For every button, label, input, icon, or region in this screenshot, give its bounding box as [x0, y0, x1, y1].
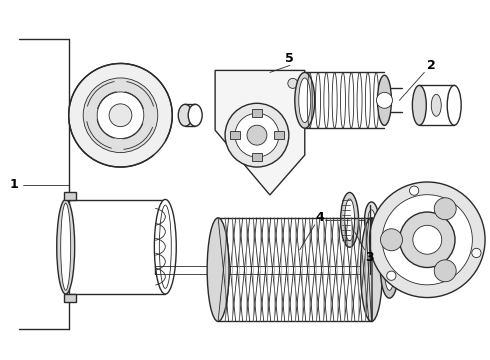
- Circle shape: [381, 229, 402, 251]
- Circle shape: [376, 92, 392, 108]
- Ellipse shape: [368, 210, 375, 230]
- Text: 4: 4: [316, 211, 324, 224]
- Circle shape: [109, 104, 132, 127]
- Ellipse shape: [377, 75, 392, 125]
- Circle shape: [235, 113, 279, 157]
- Circle shape: [288, 78, 298, 88]
- Ellipse shape: [341, 193, 359, 247]
- Bar: [274, 131, 284, 139]
- Bar: [252, 109, 262, 117]
- Ellipse shape: [178, 104, 192, 126]
- Text: 3: 3: [365, 251, 374, 264]
- Bar: [64, 192, 75, 200]
- Ellipse shape: [159, 205, 171, 288]
- Circle shape: [97, 92, 144, 139]
- Ellipse shape: [431, 94, 441, 116]
- Circle shape: [434, 198, 456, 220]
- Ellipse shape: [299, 78, 311, 123]
- Circle shape: [69, 63, 172, 167]
- Circle shape: [410, 186, 419, 195]
- Bar: [252, 153, 262, 161]
- Circle shape: [247, 125, 267, 145]
- Bar: [64, 293, 75, 302]
- Circle shape: [83, 78, 158, 153]
- Ellipse shape: [57, 199, 74, 294]
- Ellipse shape: [413, 85, 426, 125]
- Text: 1: 1: [9, 179, 18, 192]
- Ellipse shape: [361, 218, 383, 321]
- Circle shape: [225, 103, 289, 167]
- Circle shape: [387, 271, 396, 280]
- Ellipse shape: [385, 213, 390, 227]
- Circle shape: [413, 225, 442, 254]
- Ellipse shape: [207, 218, 229, 321]
- Ellipse shape: [154, 199, 176, 294]
- Circle shape: [369, 182, 485, 298]
- Bar: [230, 131, 240, 139]
- Circle shape: [382, 195, 472, 285]
- Polygon shape: [215, 71, 305, 195]
- Ellipse shape: [188, 104, 202, 126]
- Circle shape: [399, 212, 455, 267]
- Circle shape: [472, 248, 481, 257]
- Ellipse shape: [383, 207, 392, 232]
- Ellipse shape: [295, 72, 315, 128]
- Ellipse shape: [385, 249, 394, 291]
- Ellipse shape: [365, 202, 378, 238]
- Ellipse shape: [447, 85, 461, 125]
- Text: 5: 5: [286, 52, 294, 65]
- Ellipse shape: [344, 199, 355, 241]
- Circle shape: [434, 260, 456, 282]
- Ellipse shape: [61, 203, 71, 290]
- Ellipse shape: [380, 241, 398, 298]
- Text: 2: 2: [427, 59, 436, 72]
